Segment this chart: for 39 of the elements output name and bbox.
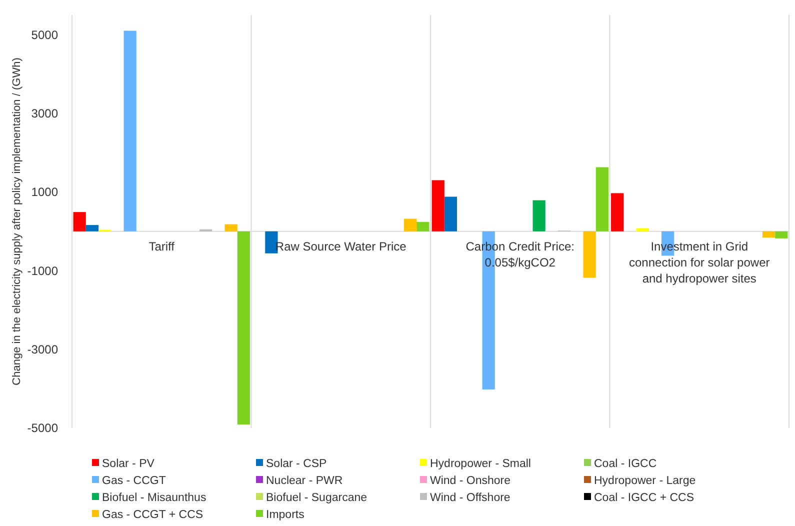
y-tick-label: -5000 [27, 421, 58, 436]
legend-label: Hydropower - Small [430, 458, 531, 470]
bar [775, 231, 788, 238]
x-tick-label: Tariff [148, 239, 176, 254]
legend-label: Solar - CSP [266, 458, 328, 470]
y-tick-label: 5000 [31, 28, 58, 42]
bar [636, 228, 649, 232]
y-tick-label: 1000 [31, 185, 58, 200]
legend-label: Imports [266, 509, 305, 522]
bar [532, 200, 546, 232]
bar [237, 231, 250, 424]
bar [86, 225, 99, 232]
bar [432, 180, 444, 232]
legend-label: Nuclear - PWR [266, 475, 343, 488]
legend-label: Biofuel - Sugarcane [266, 492, 368, 504]
bar [583, 231, 596, 278]
bar [224, 224, 238, 232]
bar [444, 196, 458, 232]
y-axis-title: Change in the electricity supply after policy implementation / (GWh) [11, 58, 23, 386]
bar [611, 193, 624, 232]
bar [416, 222, 430, 232]
bar [265, 231, 278, 254]
y-tick-label: -1000 [27, 264, 58, 278]
legend-label: Gas - CCGT + CCS [102, 509, 204, 522]
legend-label: Gas - CCGT [102, 475, 166, 488]
legend-label: Coal - IGCC [594, 458, 657, 470]
legend-label: Wind - Offshore [430, 492, 510, 504]
bar [73, 212, 86, 232]
y-tick-label: -3000 [27, 342, 58, 357]
bar [404, 218, 417, 232]
bar [596, 167, 608, 232]
bar [124, 30, 136, 232]
y-tick-label: 3000 [31, 106, 58, 121]
legend-label: Biofuel - Misaunthus [102, 492, 206, 504]
legend-label: Wind - Onshore [430, 475, 511, 488]
legend-label: Hydropower - Large [594, 475, 696, 488]
legend-label: Solar - PV [102, 458, 155, 470]
legend-label: Coal - IGCC + CCS [594, 492, 694, 504]
bar [762, 231, 776, 238]
